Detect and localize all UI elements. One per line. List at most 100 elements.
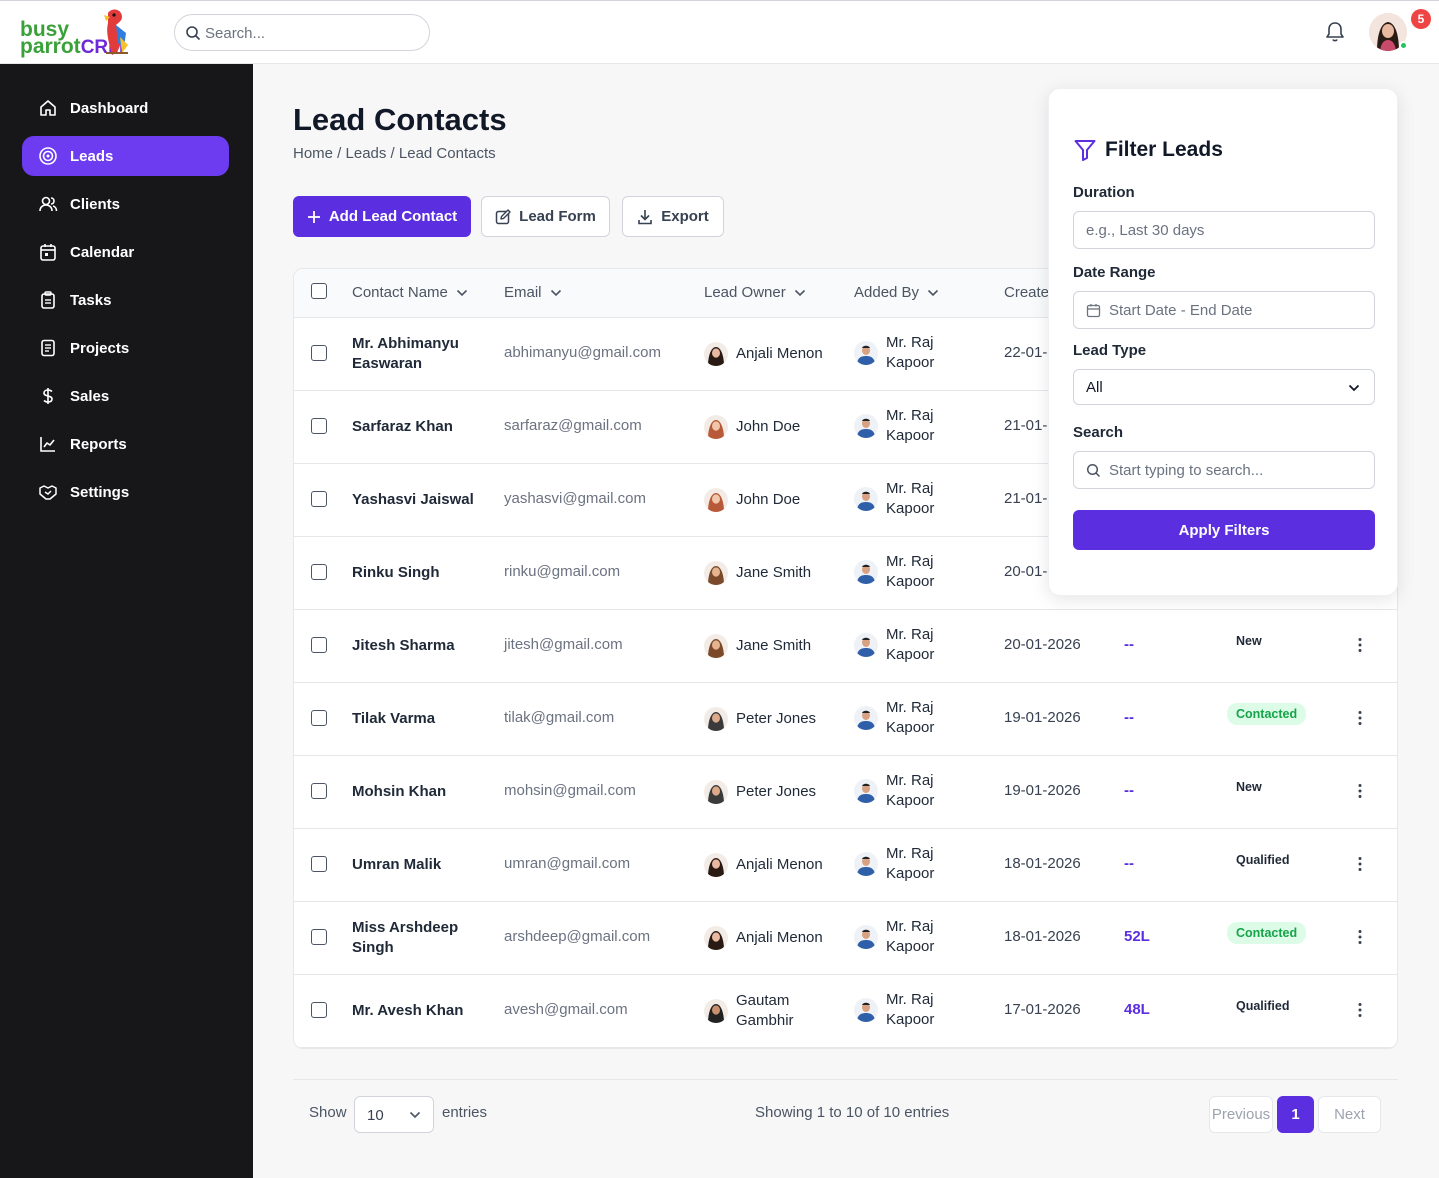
table-row[interactable]: Mohsin Khan mohsin@gmail.com Peter Jones… [294,756,1397,829]
column-header-contact-name[interactable]: Contact Name [352,284,468,301]
contact-email: jitesh@gmail.com [504,636,623,653]
added-by-avatar-icon [854,341,878,365]
row-actions-button[interactable] [1357,783,1363,803]
global-search[interactable] [174,14,430,51]
sidebar: Dashboard Leads Clients Calendar Tasks P… [0,64,253,1178]
row-checkbox[interactable] [311,418,327,434]
date-range-input[interactable]: Start Date - End Date [1073,291,1375,329]
lead-owner-name: Peter Jones [736,783,817,800]
added-by: Mr. Raj Kapoor [854,333,954,373]
row-checkbox[interactable] [311,491,327,507]
apply-filters-button[interactable]: Apply Filters [1073,510,1375,550]
row-checkbox[interactable] [311,345,327,361]
added-by: Mr. Raj Kapoor [854,844,954,884]
row-actions-button[interactable] [1357,637,1363,657]
date-range-placeholder: Start Date - End Date [1109,301,1253,319]
row-checkbox[interactable] [311,929,327,945]
column-header-added-by[interactable]: Added By [854,284,939,301]
row-actions-button[interactable] [1357,1002,1363,1022]
sidebar-item-projects[interactable]: Projects [22,328,229,368]
contact-name[interactable]: Mr. Abhimanyu Easwaran [352,335,459,372]
notification-badge: 5 [1411,9,1431,29]
chevron-down-icon [1348,384,1360,392]
contact-email: yashasvi@gmail.com [504,490,646,507]
online-status-dot [1399,41,1408,50]
table-row[interactable]: Jitesh Sharma jitesh@gmail.com Jane Smit… [294,610,1397,683]
contact-email: tilak@gmail.com [504,709,615,726]
contact-name[interactable]: Sarfaraz Khan [352,418,453,435]
parrot-icon [104,9,128,55]
lead-type-select[interactable]: All [1073,369,1375,405]
select-all-checkbox[interactable] [311,283,327,299]
owner-avatar-icon [704,853,728,877]
sidebar-item-calendar[interactable]: Calendar [22,232,229,272]
row-actions-button[interactable] [1357,710,1363,730]
row-checkbox[interactable] [311,637,327,653]
row-checkbox[interactable] [311,1002,327,1018]
table-row[interactable]: Miss Arshdeep Singh arshdeep@gmail.com A… [294,902,1397,975]
lead-form-label: Lead Form [519,208,596,225]
table-row[interactable]: Mr. Abhimanyu Easwaran abhimanyu@gmail.c… [294,318,1397,391]
created-date: 20-01-2026 [1004,636,1081,653]
sidebar-item-dashboard[interactable]: Dashboard [22,88,229,128]
column-header-created[interactable]: Create [1004,284,1050,301]
lead-form-button[interactable]: Lead Form [481,196,610,237]
lead-owner-name: Gautam Gambhir [736,992,794,1029]
row-checkbox[interactable] [311,710,327,726]
user-avatar[interactable] [1369,13,1408,51]
duration-input[interactable]: e.g., Last 30 days [1073,211,1375,249]
filter-search-input[interactable]: Start typing to search... [1073,451,1375,489]
added-by-avatar-icon [854,779,878,803]
export-button[interactable]: Export [622,196,724,237]
row-actions-button[interactable] [1357,856,1363,876]
table-row[interactable]: Rinku Singh rinku@gmail.com Jane Smith M… [294,537,1397,610]
row-checkbox[interactable] [311,856,327,872]
sidebar-item-sales[interactable]: Sales [22,376,229,416]
previous-page-button[interactable]: Previous [1209,1096,1273,1133]
added-by: Mr. Raj Kapoor [854,406,954,446]
contact-email: avesh@gmail.com [504,1001,628,1018]
bell-icon[interactable] [1325,21,1345,43]
page-title: Lead Contacts [293,102,507,137]
sidebar-item-tasks[interactable]: Tasks [22,280,229,320]
sidebar-item-settings[interactable]: Settings [22,472,229,512]
filter-search-placeholder: Start typing to search... [1109,461,1264,479]
contact-name[interactable]: Rinku Singh [352,564,440,581]
sidebar-item-label: Dashboard [70,99,149,117]
contact-name[interactable]: Umran Malik [352,856,442,873]
table-row[interactable]: Yashasvi Jaiswal yashasvi@gmail.com John… [294,464,1397,537]
home-icon [40,100,56,116]
contact-name[interactable]: Mr. Avesh Khan [352,1002,464,1019]
contact-name[interactable]: Miss Arshdeep Singh [352,919,459,956]
sidebar-item-label: Calendar [70,243,135,261]
table-row[interactable]: Sarfaraz Khan sarfaraz@gmail.com John Do… [294,391,1397,464]
lead-owner-name: Anjali Menon [736,929,823,946]
lead-owner: Peter Jones [704,707,844,731]
global-search-input[interactable] [205,23,415,43]
add-lead-contact-button[interactable]: Add Lead Contact [293,196,471,237]
page-1-button[interactable]: 1 [1277,1096,1314,1133]
sidebar-item-reports[interactable]: Reports [22,424,229,464]
row-checkbox[interactable] [311,783,327,799]
contact-name[interactable]: Yashasvi Jaiswal [352,491,474,508]
column-header-email[interactable]: Email [504,284,562,301]
table-row[interactable]: Mr. Avesh Khan avesh@gmail.com Gautam Ga… [294,975,1397,1048]
contact-name[interactable]: Jitesh Sharma [352,637,455,654]
document-icon [41,339,55,357]
table-row[interactable]: Umran Malik umran@gmail.com Anjali Menon… [294,829,1397,902]
table-row[interactable]: Tilak Varma tilak@gmail.com Peter Jones … [294,683,1397,756]
brand-logo[interactable]: busy parrotCRM [20,7,135,59]
added-by-name: Mr. Raj Kapoor [886,772,935,809]
contact-name[interactable]: Tilak Varma [352,710,436,727]
date-range-label: Date Range [1073,264,1156,281]
row-checkbox[interactable] [311,564,327,580]
row-actions-button[interactable] [1357,929,1363,949]
lead-type-label: Lead Type [1073,342,1147,359]
contact-name[interactable]: Mohsin Khan [352,783,447,800]
sidebar-item-clients[interactable]: Clients [22,184,229,224]
page-size-select[interactable]: 10 [354,1096,434,1133]
column-header-lead-owner[interactable]: Lead Owner [704,284,806,301]
sidebar-item-leads[interactable]: Leads [22,136,229,176]
next-page-button[interactable]: Next [1318,1096,1381,1133]
status-badge: Qualified [1236,853,1290,867]
